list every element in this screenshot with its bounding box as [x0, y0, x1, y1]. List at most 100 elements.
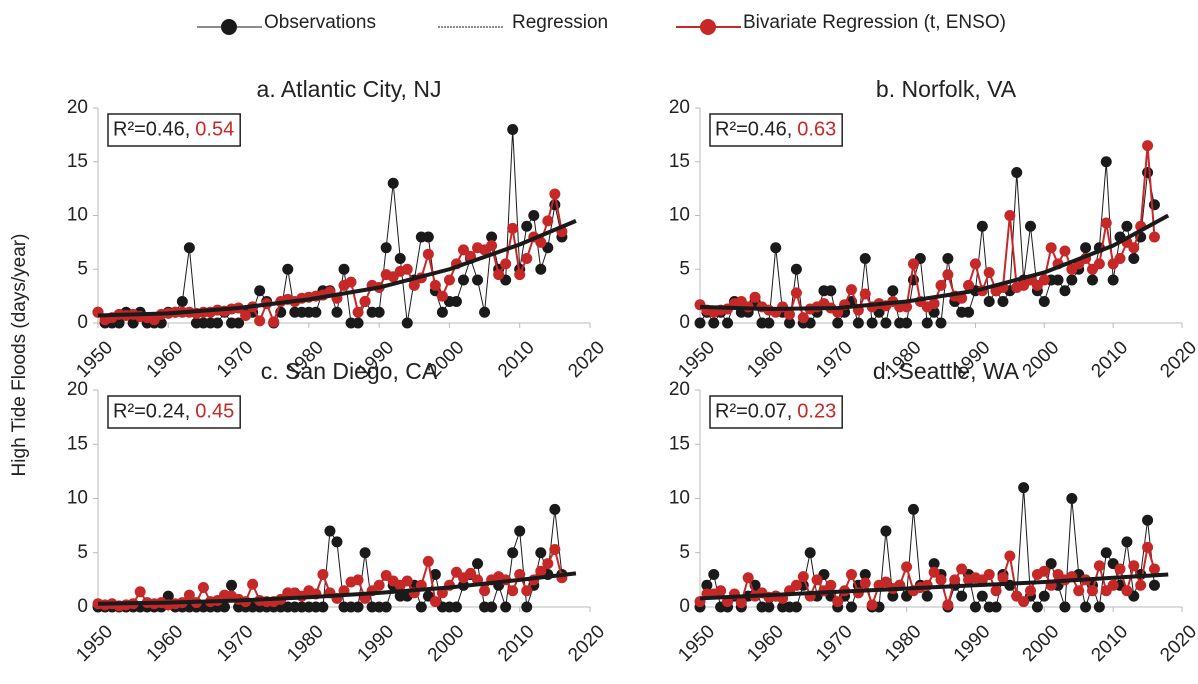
data-point — [1100, 547, 1112, 559]
y-axis-label: High Tide Floods (days/year) — [9, 234, 30, 477]
data-point — [1025, 585, 1037, 597]
x-tick-label: 1950 — [674, 337, 719, 382]
data-point — [742, 572, 754, 584]
x-tick-label: 1960 — [143, 621, 188, 666]
data-point — [422, 248, 434, 260]
data-point — [1100, 156, 1112, 168]
r2-bivariate-text: 0.54 — [195, 118, 234, 140]
data-point — [983, 296, 995, 307]
data-point — [983, 568, 995, 580]
legend-label: Observations — [264, 12, 376, 33]
y-tick-label: 10 — [669, 205, 690, 226]
x-tick-label: 2000 — [1019, 621, 1064, 666]
data-point — [331, 306, 343, 318]
data-point — [549, 543, 561, 555]
series-line — [97, 219, 577, 318]
y-tick-label: 20 — [67, 379, 88, 400]
r2-text: R²=0.46, — [113, 118, 190, 140]
r2-bivariate-text: 0.23 — [797, 400, 836, 422]
data-point — [457, 244, 469, 256]
data-point — [1038, 590, 1050, 602]
data-point — [422, 555, 434, 567]
legend: Observations Regression Bivariate Regres… — [197, 12, 1006, 35]
data-point — [1107, 579, 1119, 591]
r2-text: R²=0.46, — [715, 118, 792, 140]
y-tick-label: 0 — [679, 312, 690, 333]
data-point — [268, 316, 280, 328]
data-point — [549, 503, 561, 515]
y-tick-label: 0 — [77, 312, 88, 333]
data-point — [310, 306, 322, 318]
r2-box — [107, 113, 241, 147]
data-point — [1114, 253, 1126, 264]
data-point — [1059, 601, 1071, 613]
x-tick-label: 1950 — [72, 621, 117, 666]
data-point — [935, 279, 947, 291]
data-point — [514, 568, 526, 580]
data-point — [1142, 140, 1154, 152]
data-point — [715, 585, 727, 597]
data-point — [465, 567, 477, 579]
data-point — [542, 558, 554, 570]
data-point — [804, 547, 816, 559]
data-point — [825, 285, 837, 297]
legend-marker — [700, 19, 716, 35]
data-point — [486, 231, 498, 243]
data-point — [976, 220, 988, 232]
legend-label: Bivariate Regression (t, ENSO) — [743, 12, 1006, 33]
data-point — [845, 568, 857, 580]
data-point — [942, 269, 954, 281]
data-point — [1018, 596, 1030, 608]
data-point — [963, 306, 975, 318]
data-point — [507, 585, 519, 597]
y-tick-label: 5 — [679, 542, 690, 563]
x-tick-label: 2010 — [494, 621, 539, 666]
x-tick-label: 1970 — [213, 337, 258, 382]
r2-box — [107, 395, 241, 429]
data-point — [247, 578, 259, 590]
data-point — [486, 240, 498, 252]
data-point — [436, 306, 448, 318]
x-tick-label: 2010 — [1087, 337, 1132, 382]
data-point — [226, 579, 238, 591]
data-point — [1086, 585, 1098, 597]
data-point — [901, 301, 913, 313]
data-point — [990, 601, 1002, 613]
data-point — [694, 317, 706, 329]
data-point — [183, 242, 195, 254]
r2-annotation: R²=0.46, 0.63 — [709, 113, 843, 147]
data-point — [1045, 242, 1057, 254]
data-point — [956, 563, 968, 575]
data-point — [1128, 242, 1140, 254]
r2-bivariate-text: 0.63 — [797, 118, 836, 140]
data-point — [1114, 563, 1126, 575]
data-point — [162, 590, 174, 602]
data-point — [472, 274, 484, 286]
x-tick-label: 1960 — [143, 337, 188, 382]
data-point — [921, 317, 933, 329]
y-tick-label: 0 — [679, 596, 690, 617]
data-point — [1148, 231, 1160, 243]
y-tick-label: 5 — [679, 258, 690, 279]
data-point — [528, 210, 540, 221]
data-point — [401, 317, 413, 329]
y-tick-label: 15 — [67, 433, 88, 454]
data-point — [763, 317, 775, 329]
data-point — [928, 566, 940, 578]
y-tick-label: 20 — [669, 97, 690, 118]
data-point — [507, 222, 519, 234]
data-point — [429, 279, 441, 291]
data-point — [797, 571, 809, 583]
r2-text: R²=0.07, — [715, 400, 792, 422]
x-tick-label: 1990 — [353, 621, 398, 666]
data-point — [338, 263, 350, 275]
data-point — [907, 503, 919, 515]
data-point — [845, 601, 857, 613]
y-tick-label: 20 — [669, 379, 690, 400]
data-point — [880, 317, 892, 329]
